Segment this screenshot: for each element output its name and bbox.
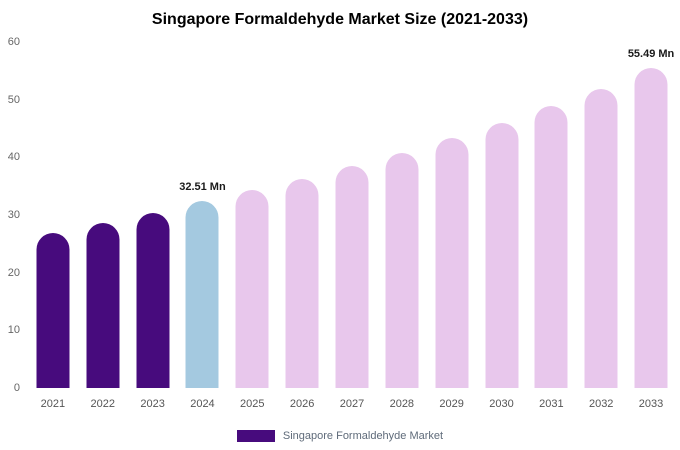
x-axis-tick-label: 2029 [439, 398, 464, 410]
x-axis-tick-label: 2032 [588, 398, 614, 410]
bar-2027[interactable] [335, 165, 369, 388]
bar-slot: 2023 [128, 42, 178, 410]
x-axis-tick-label: 2027 [339, 398, 365, 410]
bar-2025[interactable] [235, 189, 269, 388]
y-axis-tick-label: 50 [7, 93, 20, 106]
x-axis-tick-label: 2030 [489, 398, 514, 410]
bar-slot: 2021 [28, 42, 78, 410]
y-axis-tick-label: 40 [7, 151, 20, 164]
x-axis-tick-label: 2022 [90, 398, 115, 410]
bar-slot: 55.49 Mn 2033 [626, 42, 676, 410]
bar-2021[interactable] [36, 232, 70, 388]
bar-slot: 2031 [526, 42, 576, 410]
x-axis-tick-label: 2025 [240, 398, 265, 410]
legend-swatch [236, 430, 275, 442]
x-axis-tick-label: 2023 [140, 398, 165, 410]
bar-2030[interactable] [485, 122, 519, 388]
bar-slot: 2028 [377, 42, 427, 410]
bar-2029[interactable] [435, 137, 469, 388]
x-axis-tick-label: 2021 [40, 398, 66, 410]
bar-2023[interactable] [136, 213, 170, 388]
bar-slot: 32.51 Mn 2024 [178, 42, 228, 410]
data-label: 32.51 Mn [179, 180, 226, 193]
y-axis-tick-label: 10 [7, 324, 20, 337]
y-axis-tick-label: 0 [13, 382, 20, 394]
x-axis-tick-label: 2031 [539, 398, 564, 410]
bar-2024[interactable] [185, 200, 219, 388]
bar-slot: 2032 [576, 42, 626, 410]
chart-title: Singapore Formaldehyde Market Size (2021… [151, 11, 529, 28]
data-label: 55.49 Mn [627, 48, 675, 61]
bar-slot: 2026 [277, 42, 327, 410]
x-axis-tick-label: 2024 [190, 398, 215, 410]
bar-slot: 2029 [427, 42, 477, 410]
bar-2026[interactable] [285, 178, 319, 388]
x-axis-tick-label: 2033 [638, 398, 664, 410]
x-axis-tick-label: 2026 [289, 398, 315, 410]
bar-2033[interactable] [634, 68, 668, 388]
bar-slot: 2025 [227, 42, 277, 410]
bar-slot: 2030 [477, 42, 527, 410]
y-axis: 0 10 20 30 40 50 60 [0, 36, 24, 394]
bar-2022[interactable] [86, 223, 120, 388]
x-axis-tick-label: 2028 [389, 398, 415, 410]
y-axis-tick-label: 20 [7, 266, 20, 279]
bar-slot: 2022 [78, 42, 128, 410]
bar-2031[interactable] [534, 106, 568, 388]
bar-slot: 2027 [327, 42, 377, 410]
bar-2032[interactable] [584, 88, 618, 388]
legend[interactable]: Singapore Formaldehyde Market [0, 430, 680, 442]
legend-label: Singapore Formaldehyde Market [282, 430, 444, 442]
y-axis-tick-label: 60 [7, 36, 20, 48]
plot-area: 2021 2022 2023 32.51 Mn 2024 2025 2026 2027 2028… [28, 42, 676, 410]
y-axis-tick-label: 30 [7, 209, 20, 221]
bar-2028[interactable] [385, 152, 419, 388]
